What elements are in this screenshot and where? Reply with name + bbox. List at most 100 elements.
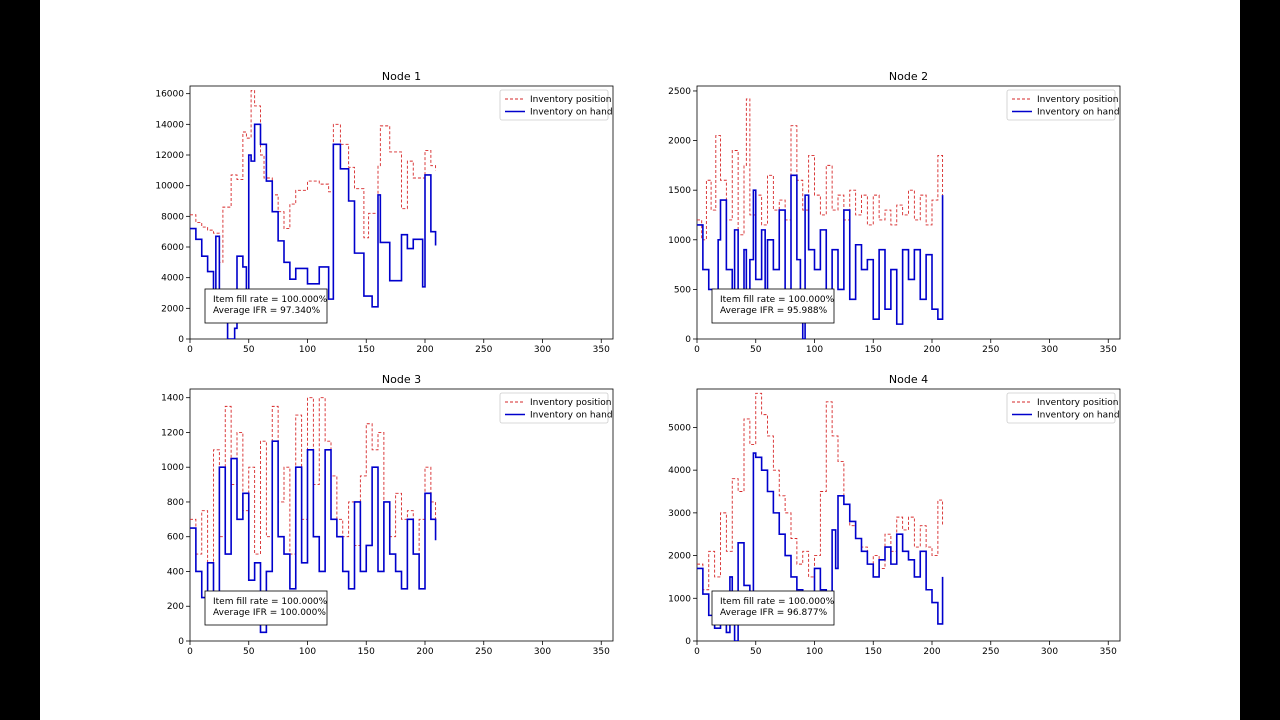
- y-tick-label: 1000: [161, 463, 184, 473]
- legend-label: Inventory on hand: [1037, 108, 1120, 118]
- y-tick-label: 400: [167, 567, 184, 577]
- series-inventory-on-hand: [190, 440, 437, 634]
- item-fill-rate-label: Item fill rate = 100.000%: [213, 295, 328, 305]
- chart-title: Node 3: [382, 373, 421, 386]
- y-tick-label: 1500: [668, 186, 691, 196]
- annotation-box: Item fill rate = 100.000%Average IFR = 9…: [711, 590, 835, 626]
- legend-label: Inventory position: [530, 95, 612, 105]
- y-tick-label: 0: [685, 335, 691, 345]
- x-tick-label: 200: [923, 647, 940, 657]
- y-tick-label: 10000: [155, 182, 184, 192]
- y-tick-label: 4000: [161, 274, 184, 284]
- y-tick-label: 6000: [161, 243, 184, 253]
- y-tick-label: 0: [685, 637, 691, 647]
- x-tick-label: 250: [475, 345, 492, 355]
- figure-canvas: Node 1 0 50 100 150 200 250 300 350 0 2000 4000 6000…: [40, 0, 1240, 720]
- y-axis: 0 500 1000 1500 2000 2500: [668, 87, 697, 345]
- x-tick-label: 50: [243, 345, 255, 355]
- y-tick-label: 500: [674, 285, 691, 295]
- legend-box: [499, 392, 609, 424]
- x-tick-label: 100: [299, 647, 316, 657]
- x-tick-label: 300: [534, 345, 551, 355]
- x-tick-label: 100: [299, 345, 316, 355]
- annotation-frame: [711, 590, 835, 626]
- y-tick-label: 2500: [668, 87, 691, 97]
- x-axis: 0 50 100 150 200 250 300 350: [187, 339, 610, 355]
- x-tick-label: 50: [750, 647, 762, 657]
- x-tick-label: 300: [1041, 345, 1058, 355]
- average-ifr-label: Average IFR = 97.340%: [213, 306, 321, 316]
- x-tick-label: 100: [806, 647, 823, 657]
- x-tick-label: 300: [534, 647, 551, 657]
- chart-panel-4: Node 4 0 50 100 150 200 250 300 350 0 1000 2000 3000…: [668, 373, 1121, 657]
- x-tick-label: 350: [593, 345, 610, 355]
- y-tick-label: 3000: [668, 509, 691, 519]
- annotation-box: Item fill rate = 100.000%Average IFR = 9…: [204, 288, 328, 324]
- x-tick-label: 150: [358, 345, 375, 355]
- y-tick-label: 12000: [155, 151, 184, 161]
- legend-box: [1006, 392, 1116, 424]
- y-tick-label: 16000: [155, 90, 184, 100]
- x-tick-label: 350: [593, 647, 610, 657]
- y-tick-label: 2000: [668, 552, 691, 562]
- x-tick-label: 250: [475, 647, 492, 657]
- annotation-frame: [204, 288, 328, 324]
- x-tick-label: 350: [1100, 345, 1117, 355]
- annotation-frame: [204, 590, 328, 626]
- legend: Inventory position Inventory on hand: [499, 392, 613, 424]
- series-inventory-position: [697, 392, 944, 591]
- x-tick-label: 250: [982, 345, 999, 355]
- series-inventory-position: [697, 98, 944, 241]
- x-tick-label: 150: [865, 647, 882, 657]
- x-tick-label: 0: [694, 345, 700, 355]
- x-tick-label: 0: [694, 647, 700, 657]
- x-axis: 0 50 100 150 200 250 300 350: [694, 339, 1117, 355]
- legend-label: Inventory on hand: [1037, 411, 1120, 421]
- x-tick-label: 0: [187, 345, 193, 355]
- y-tick-label: 5000: [668, 423, 691, 433]
- legend-label: Inventory position: [1037, 95, 1119, 105]
- x-tick-label: 200: [923, 345, 940, 355]
- y-tick-label: 4000: [668, 466, 691, 476]
- x-tick-label: 250: [982, 647, 999, 657]
- legend-label: Inventory on hand: [530, 108, 613, 118]
- y-tick-label: 1400: [161, 394, 184, 404]
- y-tick-label: 600: [167, 533, 184, 543]
- y-tick-label: 200: [167, 602, 184, 612]
- legend: Inventory position Inventory on hand: [1006, 392, 1120, 424]
- y-tick-label: 800: [167, 498, 184, 508]
- x-tick-label: 50: [243, 647, 255, 657]
- x-tick-label: 200: [416, 647, 433, 657]
- annotation-box: Item fill rate = 100.000%Average IFR = 1…: [204, 590, 328, 626]
- average-ifr-label: Average IFR = 96.877%: [720, 608, 828, 618]
- chart-panel-2: Node 2 0 50 100 150 200 250 300 350 0 500 1000 1500 2…: [668, 70, 1121, 355]
- chart-title: Node 2: [889, 70, 928, 83]
- x-axis: 0 50 100 150 200 250 300 350: [694, 641, 1117, 657]
- chart-title: Node 1: [382, 70, 421, 83]
- x-tick-label: 350: [1100, 647, 1117, 657]
- chart-title: Node 4: [889, 373, 928, 386]
- average-ifr-label: Average IFR = 100.000%: [213, 608, 326, 618]
- y-tick-label: 0: [178, 637, 184, 647]
- x-axis: 0 50 100 150 200 250 300 350: [187, 641, 610, 657]
- figure-svg: Node 10 50 100 150 200 250 300 3500200040006000…: [155, 70, 1121, 657]
- x-tick-label: 100: [806, 345, 823, 355]
- legend: Inventory position Inventory on hand: [499, 89, 613, 121]
- x-tick-label: 200: [416, 345, 433, 355]
- y-tick-label: 2000: [161, 304, 184, 314]
- y-tick-label: 8000: [161, 212, 184, 222]
- average-ifr-label: Average IFR = 95.988%: [720, 306, 828, 316]
- annotation-box: Item fill rate = 100.000%Average IFR = 9…: [711, 288, 835, 324]
- legend-label: Inventory position: [530, 398, 612, 408]
- series-inventory-on-hand: [697, 174, 944, 339]
- item-fill-rate-label: Item fill rate = 100.000%: [720, 597, 835, 607]
- item-fill-rate-label: Item fill rate = 100.000%: [213, 597, 328, 607]
- x-tick-label: 0: [187, 647, 193, 657]
- y-tick-label: 1000: [668, 594, 691, 604]
- legend-box: [499, 89, 609, 121]
- legend: Inventory position Inventory on hand: [1006, 89, 1120, 121]
- legend-label: Inventory position: [1037, 398, 1119, 408]
- x-tick-label: 150: [865, 345, 882, 355]
- item-fill-rate-label: Item fill rate = 100.000%: [720, 295, 835, 305]
- annotation-frame: [711, 288, 835, 324]
